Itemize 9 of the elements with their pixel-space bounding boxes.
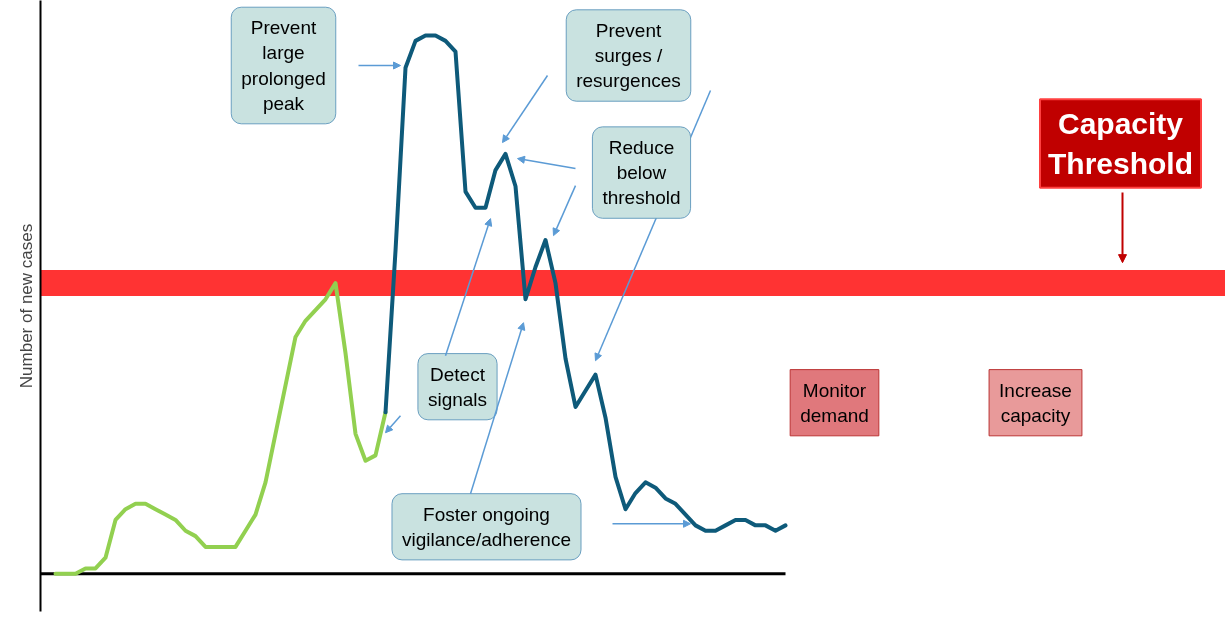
annotation: Prevent surges / resurgences	[576, 19, 681, 92]
text: Monitor demand	[800, 379, 869, 426]
y-axis-title: Number of new cases	[16, 223, 36, 389]
annotation: Prevent large prolonged peak	[241, 17, 326, 114]
annotation: Detect signals	[427, 363, 488, 410]
annotation: Foster ongoing vigilance/adherence	[402, 503, 572, 550]
annotation: Reduce below threshold	[602, 136, 681, 209]
text: Increase capacity	[999, 379, 1072, 426]
ref-line-label: Capacity Threshold	[1048, 107, 1194, 180]
